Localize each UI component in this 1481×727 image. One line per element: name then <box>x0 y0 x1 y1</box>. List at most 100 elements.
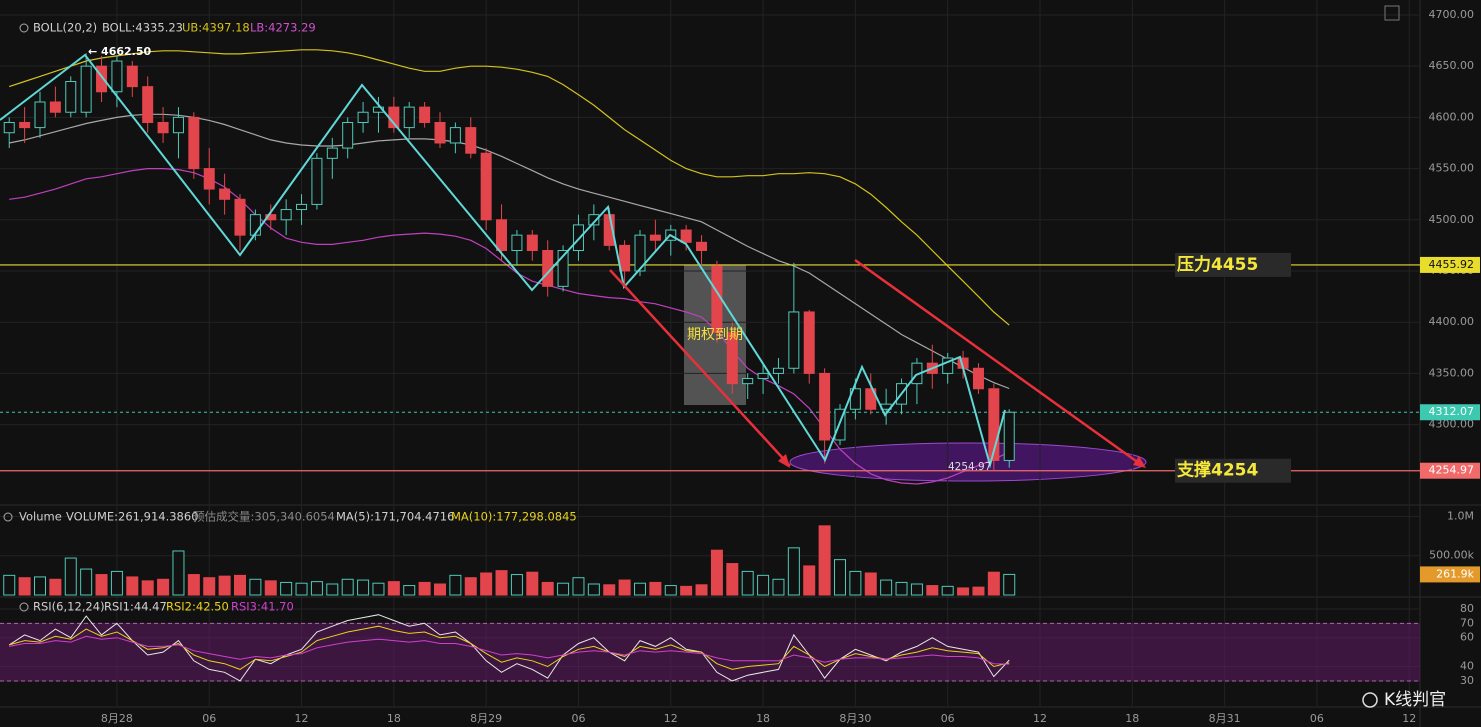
volume-bar <box>203 577 216 596</box>
candle-body <box>788 311 800 369</box>
x-tick-label: 8月31 <box>1209 712 1241 725</box>
watermark: K线判官 <box>1384 690 1446 710</box>
candle-body <box>988 388 1000 461</box>
volume-bar <box>495 570 508 596</box>
candle-body <box>203 168 215 190</box>
x-tick-label: 06 <box>202 712 216 725</box>
candle-body <box>19 121 31 129</box>
high-annotation: ← 4662.50 <box>88 45 151 58</box>
event-annotation: 期权到期 <box>687 327 743 343</box>
rsi-band <box>0 623 1420 681</box>
price-tag <box>1420 462 1480 479</box>
price-tag-label: 4312.07 <box>1429 405 1475 418</box>
y-tick-label: 4700.00 <box>1429 8 1475 21</box>
candle-body <box>1003 411 1015 461</box>
volume-bar <box>80 568 93 596</box>
candle-body <box>80 65 92 113</box>
candle-body <box>357 111 369 123</box>
candle-body <box>280 209 292 221</box>
volume-bar <box>403 585 416 596</box>
volume-bar <box>957 587 970 596</box>
y-tick-label: 40 <box>1460 660 1474 673</box>
x-tick-label: 8月28 <box>101 712 133 725</box>
collapse-icon[interactable] <box>3 512 13 522</box>
candle-body <box>972 367 984 390</box>
y-tick-label: 4400.00 <box>1429 315 1475 328</box>
trend-arrow <box>609 269 791 467</box>
x-tick-label: 12 <box>1033 712 1047 725</box>
price-line-label-bg <box>1175 252 1291 277</box>
candle-body <box>865 388 877 410</box>
candle-body <box>219 188 231 200</box>
y-tick-label: 60 <box>1460 631 1474 644</box>
price-line-label: 压力4455 <box>1177 254 1258 275</box>
volume-bar <box>264 580 277 596</box>
bell-icon[interactable] <box>19 23 29 33</box>
candle-body <box>757 372 769 380</box>
volume-bar <box>326 583 339 596</box>
indicator-line <box>9 49 1010 326</box>
volume-bar <box>387 581 400 596</box>
volume-bar <box>941 585 954 596</box>
volume-bar <box>726 563 739 596</box>
candle-body <box>326 147 338 159</box>
volume-bar <box>757 574 770 596</box>
candle-body <box>142 86 154 123</box>
candle-body <box>619 244 631 272</box>
candle-body <box>680 229 692 243</box>
volume-bar <box>787 547 800 596</box>
y-tick-label: 4500.00 <box>1429 213 1475 226</box>
price-tag <box>1420 566 1480 583</box>
boll-lower: LB:4273.29 <box>250 21 316 35</box>
volume-bar <box>880 579 893 596</box>
rsi1: RSI1:44.47 <box>104 600 167 614</box>
volume-bar <box>157 578 170 596</box>
candle-body <box>311 157 323 205</box>
candle-body <box>188 116 200 170</box>
fullscreen-icon[interactable] <box>1384 5 1400 21</box>
volume-bar <box>418 581 431 596</box>
volume-bar <box>910 583 923 596</box>
candle-body <box>96 65 108 93</box>
volume-bar <box>987 571 1000 596</box>
x-tick-label: 06 <box>941 712 955 725</box>
boll-mid: BOLL:4335.23 <box>102 21 183 35</box>
volume-bar <box>341 578 354 596</box>
volume-bar <box>772 578 785 596</box>
y-tick-label: 30 <box>1460 674 1474 687</box>
candle-body <box>557 250 569 287</box>
y-tick-label: 4350.00 <box>1429 366 1475 379</box>
boll-upper: UB:4397.18 <box>182 21 250 35</box>
y-tick-label: 70 <box>1460 616 1474 629</box>
volume-bar <box>64 557 77 596</box>
zigzag <box>0 53 1006 469</box>
volume-bar <box>249 578 262 596</box>
candle-body <box>403 106 415 129</box>
arrow-head <box>1133 456 1146 468</box>
price-tag <box>1420 404 1480 421</box>
volume-bar <box>34 576 46 596</box>
volume-bar <box>664 585 677 596</box>
bell-icon[interactable] <box>19 602 29 612</box>
y-tick-label: 4550.00 <box>1429 162 1475 175</box>
volume-bar <box>864 572 877 596</box>
volume-bar <box>741 570 754 596</box>
volume-bar <box>834 559 846 596</box>
volume-bar <box>187 574 200 596</box>
indicator-line <box>9 635 1010 665</box>
candle-body <box>234 198 246 236</box>
volume-bar <box>449 574 462 596</box>
y-tick-label: 80 <box>1460 602 1474 615</box>
volume-bar <box>234 574 246 596</box>
watermark-icon <box>1362 692 1378 708</box>
headers: BOLL(20,2) BOLL:4335.23 UB:4397.18 LB:42… <box>3 21 1446 710</box>
candle-body <box>849 388 861 410</box>
arrow-head <box>778 454 790 468</box>
volume-bar <box>587 583 600 596</box>
volume-bar <box>18 577 31 596</box>
price-tag-label: 4455.92 <box>1429 258 1475 271</box>
candle-body <box>296 203 308 211</box>
candle-body <box>34 101 46 129</box>
